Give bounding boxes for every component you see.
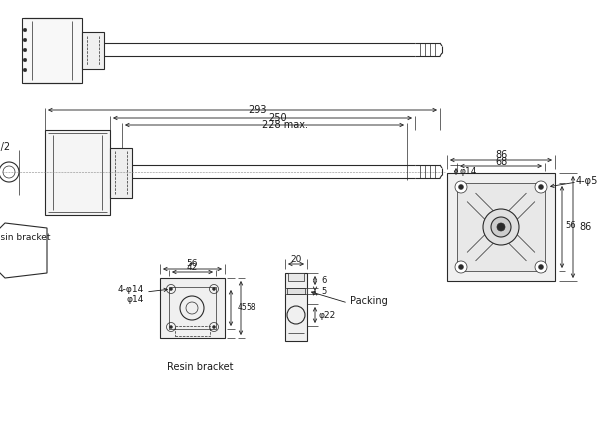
Circle shape — [455, 261, 467, 273]
Text: 45: 45 — [237, 303, 247, 313]
Bar — [175, 326, 210, 336]
Text: 293: 293 — [248, 105, 267, 115]
Circle shape — [497, 223, 505, 231]
Text: 228 max.: 228 max. — [262, 120, 308, 130]
Circle shape — [491, 217, 511, 237]
Bar — [447, 173, 555, 281]
Text: 4-φ5: 4-φ5 — [576, 176, 598, 186]
Circle shape — [535, 181, 547, 193]
Bar — [22, 18, 82, 83]
Text: 250: 250 — [268, 113, 287, 123]
Text: 4-φ14: 4-φ14 — [118, 286, 144, 294]
Circle shape — [483, 209, 519, 245]
Bar — [110, 148, 132, 198]
Bar — [288, 273, 304, 281]
Circle shape — [23, 68, 27, 72]
Text: φ14: φ14 — [127, 296, 144, 305]
Circle shape — [212, 326, 215, 329]
Text: 68: 68 — [495, 157, 507, 167]
Bar — [457, 183, 545, 271]
Text: 86: 86 — [495, 150, 507, 160]
Circle shape — [458, 184, 464, 190]
Text: 20: 20 — [290, 255, 302, 264]
Circle shape — [23, 58, 27, 62]
Polygon shape — [508, 193, 535, 220]
Circle shape — [539, 264, 544, 269]
Text: φ14: φ14 — [460, 167, 476, 176]
Text: φ22: φ22 — [319, 310, 335, 319]
Text: Resin bracket: Resin bracket — [167, 362, 233, 372]
Text: 56: 56 — [187, 259, 198, 269]
Circle shape — [535, 261, 547, 273]
Text: 42: 42 — [187, 264, 198, 272]
Circle shape — [539, 184, 544, 190]
Circle shape — [455, 181, 467, 193]
Circle shape — [170, 326, 173, 329]
Text: 86: 86 — [579, 222, 591, 232]
Text: 5: 5 — [322, 286, 326, 296]
Bar — [287, 288, 305, 294]
Text: 6: 6 — [322, 276, 326, 285]
Bar — [285, 273, 307, 341]
Text: Packing: Packing — [350, 296, 388, 306]
Circle shape — [23, 48, 27, 52]
Circle shape — [212, 288, 215, 291]
Polygon shape — [467, 234, 494, 261]
Circle shape — [458, 264, 464, 269]
Text: G1/2: G1/2 — [0, 142, 10, 152]
Bar — [169, 287, 216, 329]
Bar — [82, 32, 104, 69]
Circle shape — [170, 288, 173, 291]
Text: 58: 58 — [246, 303, 256, 313]
Circle shape — [23, 38, 27, 42]
Bar — [45, 130, 110, 215]
Text: 56: 56 — [566, 220, 577, 230]
Bar — [160, 278, 225, 338]
Polygon shape — [467, 193, 494, 220]
Text: Resin bracket: Resin bracket — [0, 233, 51, 242]
Polygon shape — [508, 234, 535, 261]
Circle shape — [23, 28, 27, 32]
Bar — [285, 288, 307, 294]
